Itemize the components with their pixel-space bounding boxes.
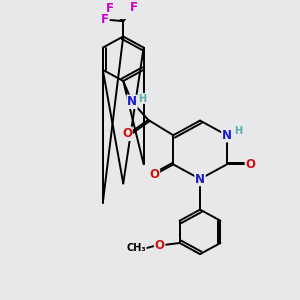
Text: O: O [154,239,165,252]
Text: N: N [222,129,232,142]
Text: F: F [105,2,113,15]
Text: N: N [195,172,205,185]
Text: O: O [122,127,132,140]
Text: O: O [149,169,159,182]
Text: N: N [127,95,137,108]
Text: CH₃: CH₃ [127,243,146,253]
Text: F: F [101,13,109,26]
Text: H: H [139,94,147,103]
Text: F: F [130,1,138,14]
Text: H: H [234,126,242,136]
Text: O: O [245,158,255,171]
